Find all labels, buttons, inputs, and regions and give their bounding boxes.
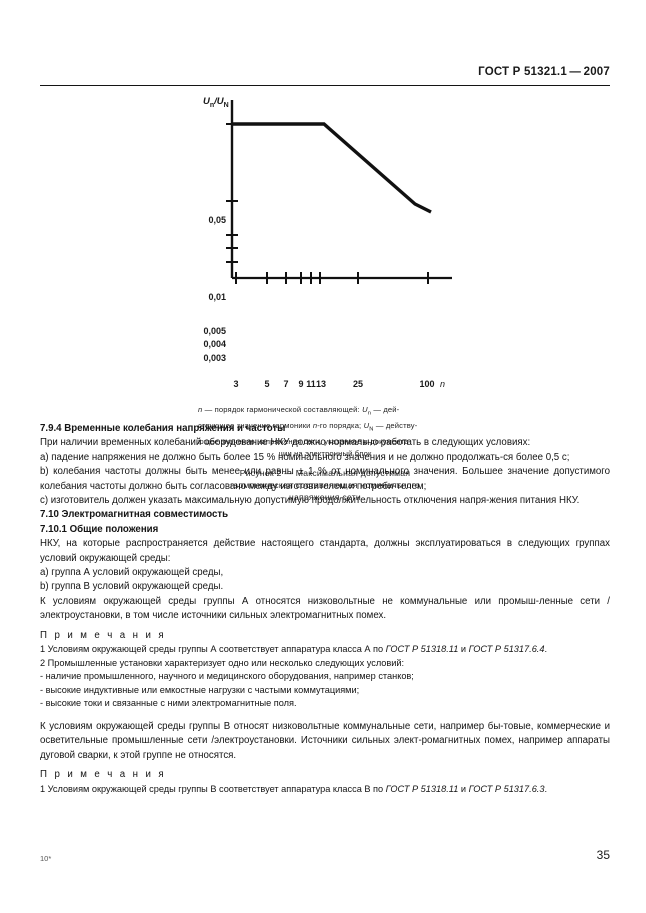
spacer-2	[40, 711, 610, 720]
where-line-4: ции на электронный блок	[278, 448, 372, 458]
note-1-1-ref-1: ГОСТ Р 51318.11	[385, 644, 459, 655]
page-header: ГОСТ Р 51321.1 — 2007	[40, 66, 610, 88]
xtick-label-3: 9	[298, 379, 304, 389]
where-line-1: n — порядок гармонической составляющей: …	[198, 404, 452, 420]
where-var-u-sub: n	[367, 410, 372, 417]
note-1-1-text-a: 1 Условиям окружающей среды группы А соо…	[40, 644, 386, 655]
xtick-label-6: 25	[352, 379, 363, 389]
figure-caption-line-1: Рисунок 2 — Максимальная допустимая	[239, 468, 411, 478]
paragraph-conditions-b: К условиям окружающей среды группы В отн…	[40, 721, 610, 761]
note-1-2-dash-3: - высокие токи и связанные с ними электр…	[40, 698, 297, 709]
notes-heading-1: П р и м е ч а н и я	[40, 629, 167, 641]
header-rule	[40, 85, 610, 86]
figure-caption-line-3: напряжения сети	[289, 491, 361, 502]
heading-7-9-4: 7.9.4 Временные колебания напряжения и ч…	[40, 423, 286, 434]
figure-2: Un/UN 0,05 0,01 0,005 0,004 0,003 3 5 7 …	[0, 96, 646, 502]
y-axis-label-u1: U	[203, 96, 210, 107]
paragraph-conditions-a: К условиям окружающей среды группы А отн…	[40, 595, 610, 622]
paragraph-group-a: а) группа А условий окружающей среды,	[40, 567, 224, 579]
note-1-2: 2 Промышленные установки характеризует о…	[40, 657, 405, 668]
where-var-n: n	[198, 405, 203, 414]
paragraph-group-b: b) группа В условий окружающей среды.	[40, 581, 224, 593]
footer-signature: 10*	[40, 854, 52, 863]
xtick-label-2: 7	[283, 379, 289, 389]
note-2-1-text-a: 1 Условиям окружающей среды группы В соо…	[40, 783, 386, 794]
data-series-line	[232, 122, 432, 214]
xtick-label-0: 3	[233, 379, 239, 389]
note-2-1-text-b: и	[458, 783, 469, 794]
xtick-label-5: 13	[315, 379, 326, 389]
figure-caption-line-2: гармоническая составляющая номинального	[230, 479, 420, 490]
where-text-3: ствующее значение гармоники	[198, 421, 313, 431]
heading-7-10-1: 7.10.1 Общие положения	[40, 523, 159, 535]
note-2-1-ref-2: ГОСТ Р 51317.6.3	[468, 783, 545, 794]
ytick-label-4: 0,003	[203, 353, 226, 363]
where-var-u: U	[362, 405, 368, 414]
note-1-2-dash-2: - высокие индуктивные или емкостные нагр…	[40, 684, 360, 695]
where-text-2: — дей-	[371, 405, 400, 414]
ytick-label-2: 0,005	[203, 326, 226, 336]
chart-area: Un/UN 0,05 0,01 0,005 0,004 0,003 3 5 7 …	[0, 96, 646, 389]
xtick-label-7: 100	[419, 379, 435, 389]
note-1-1: 1 Условиям окружающей среды группы А соо…	[40, 643, 610, 657]
where-line-2: ствующее значение гармоники n-го порядка…	[198, 420, 452, 436]
y-axis-label-slash-u2: /U	[214, 96, 224, 107]
ytick-label-1: 0,01	[208, 292, 226, 302]
ytick-label-0: 0,05	[208, 215, 226, 225]
paragraph-intro: При наличии временных колебаний оборудов…	[40, 437, 531, 449]
y-axis-label-sub-n: n	[209, 101, 215, 109]
note-1-1-text-b: и	[458, 644, 469, 655]
paragraph-item-b: b) колебания частоты должны быть менее и…	[40, 466, 610, 492]
where-var-uN: U	[363, 421, 370, 431]
figure-caption: Рисунок 2 — Максимальная допустимая гарм…	[150, 468, 500, 503]
notes-heading-2: П р и м е ч а н и я	[40, 769, 167, 781]
note-2-1-ref-1: ГОСТ Р 51318.11	[385, 783, 459, 794]
where-var-uN-sub: N	[369, 426, 374, 433]
y-axis-label: Un/UN	[203, 96, 229, 109]
note-2-1: 1 Условиям окружающей среды группы В соо…	[40, 783, 610, 797]
note-1-2-dash-1: - наличие промышленного, научного и меди…	[40, 671, 414, 682]
where-line-3: ющее значение напряжения сети, указанное…	[198, 437, 412, 447]
where-text-1: — порядок гармонической составляющей:	[202, 405, 363, 414]
body-text-column: 7.9.4 Временные колебания напряжения и ч…	[40, 422, 610, 796]
page-number: 35	[596, 848, 610, 862]
paragraph-item-c: с) изготовитель должен указать максималь…	[40, 495, 580, 507]
x-axis-label: n	[440, 379, 446, 389]
heading-7-10: 7.10 Электромагнитная совместимость	[40, 509, 229, 521]
note-1-1-ref-2: ГОСТ Р 51317.6.4	[468, 644, 545, 655]
where-text-4: -го порядка;	[317, 421, 364, 431]
standard-number: ГОСТ Р 51321.1 — 2007	[478, 66, 610, 78]
note-2-1-text-c: .	[544, 783, 548, 794]
ytick-label-3: 0,004	[203, 339, 226, 349]
note-1-1-text-c: .	[544, 644, 548, 655]
y-axis-label-sub-N: N	[223, 101, 229, 109]
paragraph-nku: НКУ, на которые распространяется действи…	[40, 538, 610, 564]
where-text-5: — действу-	[373, 421, 418, 431]
figure-where-clause: n — порядок гармонической составляющей: …	[198, 404, 452, 459]
paragraph-item-a: а) падение напряжения не должно быть бол…	[40, 451, 570, 463]
chart-plot	[226, 100, 452, 284]
where-var-n2: n	[312, 421, 318, 431]
xtick-label-1: 5	[264, 379, 270, 389]
xtick-label-4: 11	[306, 379, 316, 389]
